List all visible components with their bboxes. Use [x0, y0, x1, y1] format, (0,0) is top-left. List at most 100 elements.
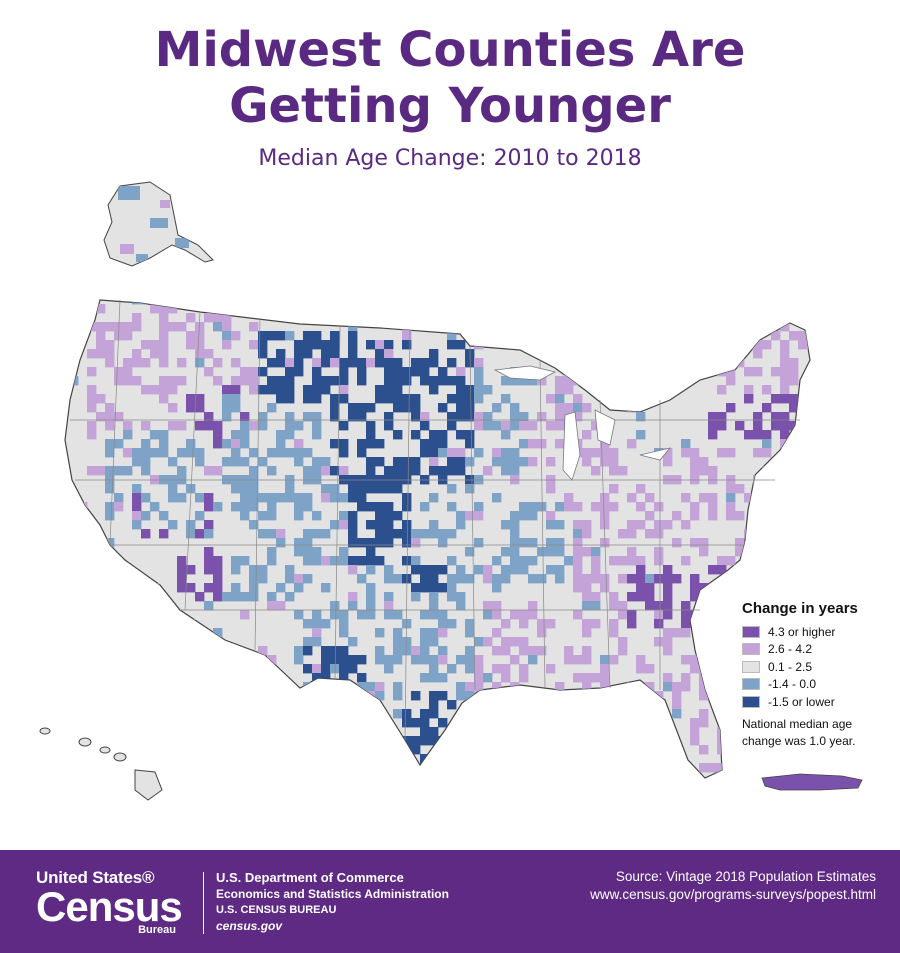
county-patch [438, 529, 448, 539]
county-patch [105, 484, 115, 494]
county-patch [726, 556, 736, 566]
county-patch [483, 421, 493, 431]
county-patch [708, 412, 718, 422]
county-patch [393, 682, 403, 692]
county-patch [492, 493, 502, 503]
county-patch [609, 691, 619, 701]
county-patch [294, 421, 304, 431]
county-patch [249, 592, 259, 602]
county-patch [519, 637, 529, 647]
county-patch [726, 448, 736, 458]
county-patch [492, 601, 502, 611]
county-patch [600, 493, 610, 503]
county-patch [780, 376, 790, 386]
county-patch [798, 394, 808, 404]
county-patch [519, 412, 529, 422]
source-url-link[interactable]: www.census.gov/programs-surveys/popest.h… [590, 887, 876, 902]
county-patch [501, 700, 511, 710]
county-patch [231, 358, 241, 368]
county-patch [744, 781, 753, 790]
county-patch [447, 592, 457, 602]
county-patch [132, 493, 142, 503]
county-patch [780, 340, 790, 350]
county-patch [105, 421, 115, 431]
county-patch [537, 646, 547, 656]
county-patch [285, 574, 295, 584]
county-patch [258, 367, 268, 377]
county-patch [375, 349, 385, 359]
county-patch [303, 349, 313, 359]
county-patch [402, 340, 412, 350]
county-patch [105, 448, 115, 458]
county-patch [447, 484, 457, 494]
county-patch [789, 403, 799, 413]
county-patch [402, 709, 412, 719]
county-patch [663, 745, 673, 755]
county-patch [330, 664, 340, 674]
county-patch [420, 772, 430, 778]
county-patch [429, 457, 439, 467]
county-patch [744, 394, 754, 404]
county-patch [339, 376, 349, 386]
county-patch [510, 781, 519, 790]
county-patch [501, 457, 511, 467]
county-patch [393, 574, 403, 584]
county-patch [528, 655, 538, 665]
county-patch [240, 439, 250, 449]
county-patch [654, 619, 664, 629]
county-patch [285, 376, 295, 386]
county-patch [609, 502, 619, 512]
county-patch [411, 457, 421, 467]
county-patch [438, 466, 448, 476]
county-patch [447, 376, 457, 386]
county-patch [384, 574, 394, 584]
county-patch [528, 421, 538, 431]
county-patch [159, 322, 169, 332]
county-patch [501, 520, 511, 530]
county-patch [690, 538, 700, 548]
county-patch [555, 412, 565, 422]
county-patch [267, 466, 277, 476]
county-patch [807, 367, 810, 377]
county-patch [699, 673, 709, 683]
county-patch [780, 367, 790, 377]
county-patch [294, 493, 304, 503]
county-patch [510, 556, 520, 566]
county-patch [96, 412, 106, 422]
census-gov-link[interactable]: census.gov [216, 919, 283, 933]
legend-swatch [742, 695, 760, 708]
county-patch [105, 466, 115, 476]
county-patch [573, 403, 583, 413]
county-patch [186, 313, 196, 323]
county-patch [258, 349, 268, 359]
county-patch [708, 583, 718, 593]
county-patch [78, 772, 88, 778]
county-patch [600, 664, 610, 674]
county-patch [168, 304, 178, 314]
footer-divider [203, 872, 204, 934]
county-patch [375, 511, 385, 521]
county-patch [438, 430, 448, 440]
county-patch [348, 592, 358, 602]
county-patch [645, 718, 655, 728]
county-patch [258, 529, 268, 539]
county-patch [366, 403, 376, 413]
county-patch [708, 619, 718, 629]
county-patch [393, 691, 403, 701]
county-patch [474, 340, 484, 350]
county-patch [753, 412, 763, 422]
county-patch [600, 376, 610, 386]
county-patch [195, 322, 205, 332]
county-patch [555, 421, 565, 431]
county-patch [204, 367, 214, 377]
county-patch [294, 439, 304, 449]
county-patch [717, 592, 727, 602]
county-patch [519, 439, 529, 449]
county-patch [663, 457, 673, 467]
county-patch [546, 484, 556, 494]
county-patch [609, 313, 619, 323]
county-patch [618, 637, 628, 647]
county-patch [348, 655, 358, 665]
county-patch [105, 538, 115, 548]
county-patch [465, 574, 475, 584]
